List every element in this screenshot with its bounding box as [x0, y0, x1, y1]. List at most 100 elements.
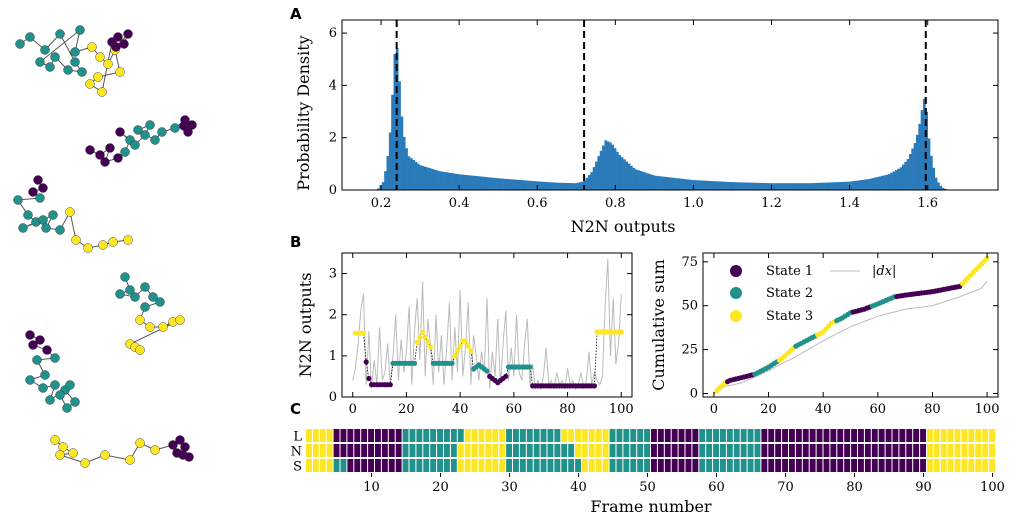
histogram-bar — [491, 177, 495, 190]
histogram-bar — [901, 164, 905, 190]
state-cell — [747, 444, 754, 457]
molecule-bead — [175, 315, 185, 325]
histogram-bar — [770, 183, 774, 190]
state-cell — [940, 444, 947, 457]
histogram-bar — [880, 175, 884, 190]
state-cell — [837, 444, 844, 457]
molecule-bead — [145, 120, 155, 130]
state-cell — [671, 444, 678, 457]
histogram-bar — [580, 181, 584, 190]
histogram-bar — [864, 179, 868, 190]
histogram-bar — [887, 174, 891, 190]
y-axis-label-b-right: Cumulative sum — [649, 259, 668, 391]
state-cell — [837, 429, 844, 442]
histogram-bar — [658, 176, 661, 190]
histogram-bar — [477, 176, 481, 190]
state-cell — [864, 459, 871, 472]
y-tick-label: 2 — [329, 131, 337, 146]
state-cell — [720, 459, 726, 472]
molecule-bead — [50, 353, 60, 363]
histogram-bar — [482, 176, 486, 190]
molecule-bead — [25, 330, 35, 340]
state-cell — [554, 459, 561, 472]
molecule-bead — [157, 127, 167, 137]
histogram-bar — [810, 183, 814, 190]
histogram-bar — [782, 183, 786, 190]
legend-swatch-state-1 — [730, 265, 742, 277]
state-cell — [733, 444, 740, 457]
histogram-bar — [473, 175, 476, 190]
molecule-bead — [135, 438, 145, 448]
plot-frame — [702, 252, 999, 398]
histogram-bar — [548, 182, 551, 190]
state-cell — [437, 429, 443, 442]
molecule-bead — [65, 207, 75, 217]
molecule-bead — [170, 123, 180, 133]
histogram-bar — [398, 81, 401, 190]
histogram-bar — [780, 183, 783, 190]
histogram-bar — [796, 183, 800, 190]
molecule-bead — [85, 145, 95, 155]
state-cell — [340, 429, 347, 442]
molecule-bead — [103, 59, 113, 69]
state-cell — [954, 444, 961, 457]
state-cell — [789, 459, 795, 472]
histogram-bar — [529, 180, 533, 190]
molecule-bead — [145, 322, 155, 332]
state-cell — [547, 459, 554, 472]
state-cell — [312, 444, 319, 457]
molecule-bead — [38, 383, 48, 393]
histogram-bar — [426, 167, 429, 190]
molecule-bead — [40, 45, 50, 55]
molecule-bead — [105, 143, 115, 153]
histogram-bar — [744, 182, 748, 190]
state-cell — [844, 459, 851, 472]
state-cell — [816, 429, 823, 442]
state-cell — [306, 444, 312, 457]
state-cell — [692, 459, 699, 472]
x-tick-label: 60 — [870, 402, 887, 417]
histogram-bar — [712, 181, 715, 190]
state-cell — [464, 444, 471, 457]
state-point — [428, 344, 434, 350]
state-cell — [540, 459, 547, 472]
panel-label-b: B — [290, 233, 301, 251]
histogram-bar — [480, 176, 483, 190]
histogram-bar — [852, 181, 856, 190]
histogram-bar — [672, 177, 675, 190]
state-cell — [609, 459, 616, 472]
state-cell — [381, 459, 388, 472]
histogram-bar — [834, 182, 837, 190]
histogram-bar — [648, 174, 652, 190]
histogram-bar — [487, 177, 490, 190]
molecule-bead — [70, 397, 80, 407]
histogram-bar — [461, 174, 465, 190]
histogram-bar — [660, 176, 664, 190]
dx-cumulative-line — [713, 280, 988, 394]
state-cell — [789, 444, 795, 457]
state-cell — [906, 444, 913, 457]
state-cell — [685, 429, 692, 442]
state-cell — [602, 429, 609, 442]
molecule-bead — [95, 52, 105, 62]
state-cell — [478, 444, 485, 457]
state-cell — [644, 429, 650, 442]
state-point — [420, 329, 426, 335]
histogram-bar — [623, 159, 626, 190]
histogram-bar — [414, 161, 418, 190]
state-cell — [885, 459, 892, 472]
histogram-bar — [794, 183, 797, 190]
histogram-bar — [627, 163, 631, 190]
state-cell — [395, 444, 402, 457]
histogram-bar — [759, 182, 762, 190]
molecule-bond — [28, 334, 76, 409]
state-cell — [851, 429, 857, 442]
histogram-bar — [702, 180, 706, 190]
histogram-bar — [822, 182, 825, 190]
state-cell — [768, 429, 775, 442]
y-tick-label: 1 — [329, 349, 337, 364]
histogram-bar — [684, 179, 687, 190]
histogram-bar — [812, 183, 816, 190]
state-cell — [768, 459, 775, 472]
histogram-bar — [752, 182, 755, 190]
